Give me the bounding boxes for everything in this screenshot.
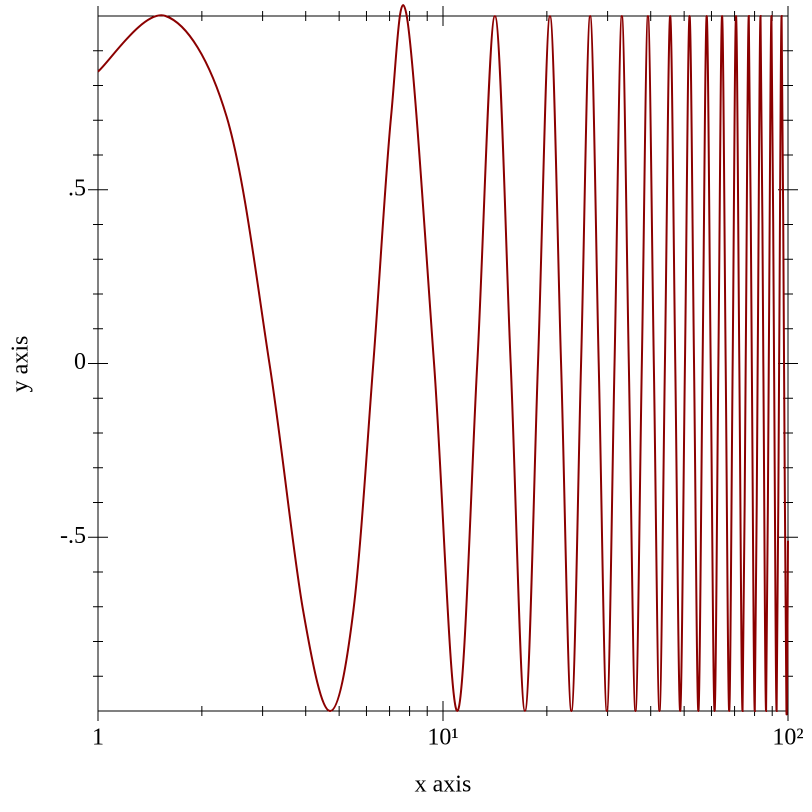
x-tick-label: 10¹ — [427, 725, 458, 751]
y-axis-label: y axis — [8, 336, 34, 393]
x-tick-label: 10² — [772, 725, 803, 751]
x-axis-label: x axis — [415, 772, 472, 798]
y-tick-label: .5 — [68, 175, 86, 201]
x-tick-label: 1 — [92, 725, 104, 751]
line — [97, 4, 789, 716]
y-tick-label: 0 — [74, 349, 86, 375]
y-tick-label: -.5 — [60, 523, 86, 549]
